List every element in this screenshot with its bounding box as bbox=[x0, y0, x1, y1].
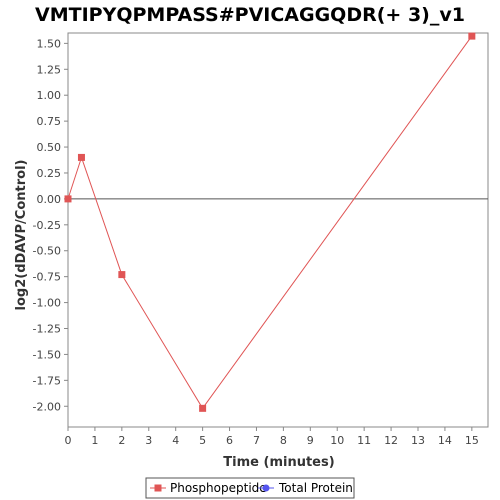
y-tick-label: -2.00 bbox=[33, 400, 61, 413]
y-tick-label: -0.25 bbox=[33, 219, 61, 232]
x-tick-label: 15 bbox=[465, 434, 479, 447]
y-tick-label: 0.25 bbox=[37, 167, 62, 180]
x-tick-label: 10 bbox=[330, 434, 344, 447]
data-point bbox=[468, 32, 476, 40]
y-axis-label: log2(dDAVP/Control) bbox=[14, 160, 29, 311]
x-tick-label: 2 bbox=[118, 434, 125, 447]
legend-box bbox=[145, 477, 355, 499]
data-point bbox=[199, 404, 207, 412]
y-tick-label: -1.25 bbox=[33, 323, 61, 336]
x-tick-label: 11 bbox=[357, 434, 371, 447]
y-axis-ticks: 1.50 1.25 1.00 0.75 0.50 0.25 0.00 -0.25 -0.50 -0… bbox=[33, 37, 68, 413]
x-axis-label: Time (minutes) bbox=[223, 455, 334, 470]
x-tick-label: 9 bbox=[307, 434, 314, 447]
x-tick-label: 0 bbox=[65, 434, 72, 447]
x-tick-label: 14 bbox=[438, 434, 452, 447]
data-point bbox=[77, 153, 85, 161]
y-tick-label: -1.75 bbox=[33, 374, 61, 387]
chart-title: VMTIPYQPMPASS#PVICAGGQDR(+ 3)_v1 bbox=[35, 4, 465, 26]
x-tick-label: 1 bbox=[91, 434, 98, 447]
x-tick-label: 6 bbox=[226, 434, 233, 447]
x-tick-label: 8 bbox=[280, 434, 287, 447]
x-tick-label: 3 bbox=[145, 434, 152, 447]
y-tick-label: 0.00 bbox=[37, 193, 62, 206]
y-tick-label: 1.50 bbox=[37, 37, 62, 50]
x-axis-ticks: 0 1 2 3 4 5 6 7 8 9 10 11 12 13 14 15 bbox=[65, 427, 479, 447]
x-tick-label: 13 bbox=[411, 434, 425, 447]
x-tick-label: 4 bbox=[172, 434, 179, 447]
y-tick-label: 1.00 bbox=[37, 89, 62, 102]
legend-marker-circle bbox=[262, 484, 270, 492]
y-tick-label: 0.50 bbox=[37, 141, 62, 154]
y-tick-label: -0.75 bbox=[33, 271, 61, 284]
x-tick-label: 12 bbox=[384, 434, 398, 447]
data-point bbox=[118, 271, 126, 279]
y-tick-label: -0.50 bbox=[33, 245, 61, 258]
y-tick-label: -1.50 bbox=[33, 348, 61, 361]
legend: Phosphopeptide Total Protein bbox=[145, 477, 355, 499]
x-tick-label: 7 bbox=[253, 434, 260, 447]
legend-items: Phosphopeptide Total Protein bbox=[150, 481, 353, 495]
y-tick-label: -1.00 bbox=[33, 297, 61, 310]
series-group bbox=[64, 32, 476, 412]
y-tick-label: 1.25 bbox=[37, 63, 62, 76]
plot-area bbox=[67, 32, 489, 428]
legend-marker-square bbox=[154, 484, 162, 492]
y-tick-label: 0.75 bbox=[37, 115, 62, 128]
legend-label-1: Total Protein bbox=[278, 481, 353, 495]
legend-label-0: Phosphopeptide bbox=[170, 481, 267, 495]
data-point bbox=[64, 195, 72, 203]
x-tick-label: 5 bbox=[199, 434, 206, 447]
